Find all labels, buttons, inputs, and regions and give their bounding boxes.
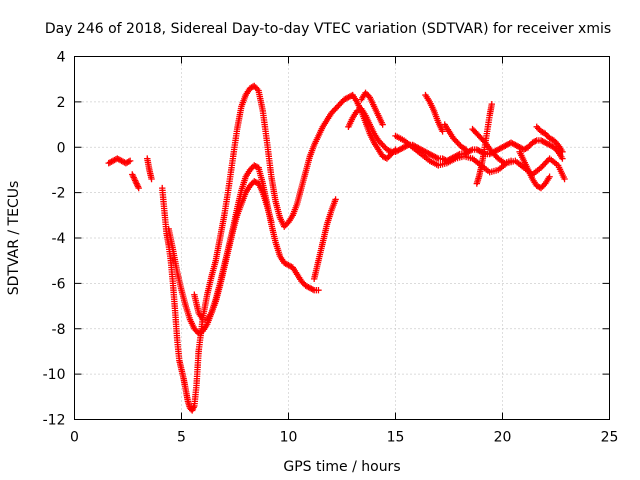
y-tick-labels: -12 -10 -8 -6 -4 -2 0 2 4: [43, 50, 66, 429]
series-arc-4: [159, 184, 202, 414]
x-tick-label: 0: [70, 430, 79, 446]
data-point-marker: [461, 145, 468, 152]
series-arc-8: [191, 178, 275, 323]
x-tick-label: 10: [280, 430, 298, 446]
gridlines: [74, 56, 610, 420]
series-arc-10: [345, 105, 566, 165]
data-point-marker: [126, 157, 134, 165]
series-arc-13: [441, 121, 470, 153]
data-point-marker: [561, 175, 568, 183]
y-tick-label: -8: [52, 322, 66, 338]
series-arc-12: [422, 91, 446, 135]
data-point-marker: [536, 184, 543, 191]
data-point-marker: [473, 180, 481, 187]
series-arc-16: [516, 148, 553, 192]
y-axis-label: SDTVAR / TECUs: [6, 181, 22, 296]
data-point-marker: [315, 286, 322, 294]
series-arc-2: [129, 171, 142, 192]
series-arc-3: [144, 155, 155, 183]
x-tick-label: 15: [387, 430, 405, 446]
y-tick-label: -12: [43, 413, 66, 429]
data-point-marker: [559, 148, 566, 155]
y-tick-label: -6: [52, 276, 66, 292]
data-series: [105, 82, 568, 414]
data-point-marker: [135, 184, 142, 192]
chart-title: Day 246 of 2018, Sidereal Day-to-day VTE…: [45, 21, 611, 37]
data-point-marker: [546, 173, 553, 180]
data-point-marker: [249, 83, 257, 90]
data-point-marker: [462, 146, 470, 153]
series-arc-17: [533, 123, 566, 155]
data-point-marker: [148, 175, 155, 183]
series-arc-18: [358, 89, 386, 128]
x-tick-labels: 0 5 10 15 20 25: [70, 430, 618, 446]
data-point-marker: [268, 218, 275, 226]
series-arc-15: [473, 100, 495, 187]
series-arc-5: [195, 82, 399, 355]
x-tick-label: 25: [601, 430, 619, 446]
y-tick-label: -10: [43, 367, 66, 383]
y-tick-label: -4: [52, 231, 66, 247]
x-tick-label: 5: [177, 430, 186, 446]
data-point-marker: [433, 154, 441, 162]
data-point-marker: [379, 121, 386, 128]
data-point-marker: [467, 147, 475, 154]
data-point-marker: [386, 147, 393, 155]
data-point-marker: [382, 154, 389, 162]
x-tick-label: 20: [494, 430, 512, 446]
y-tick-label: 2: [57, 95, 66, 111]
data-point-marker: [332, 196, 339, 203]
data-point-marker: [559, 155, 566, 162]
series-arc-9: [310, 196, 339, 283]
x-axis-label: GPS time / hours: [283, 459, 400, 475]
series-arc-14: [469, 125, 515, 167]
data-point-marker: [309, 286, 316, 293]
data-point-marker: [125, 158, 132, 165]
data-point-marker: [507, 157, 515, 165]
y-tick-label: 0: [57, 140, 66, 156]
data-point-marker: [439, 128, 446, 135]
y-tick-label: -2: [52, 186, 66, 202]
series-arc-1: [105, 155, 134, 167]
data-point-marker: [532, 138, 539, 145]
y-tick-label: 4: [57, 50, 66, 66]
axis-ticks: [74, 56, 610, 420]
